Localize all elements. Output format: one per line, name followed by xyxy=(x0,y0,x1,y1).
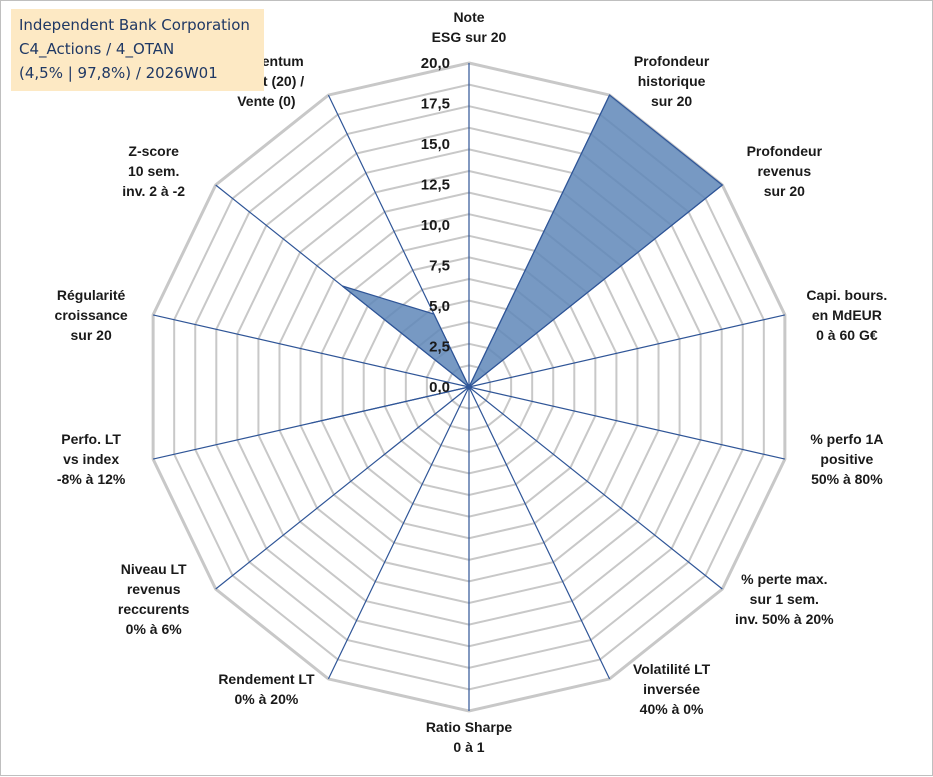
axis-label-line: inv. 2 à -2 xyxy=(122,183,185,199)
axis-label-line: croissance xyxy=(55,307,128,323)
axis-label-line: sur 20 xyxy=(764,183,805,199)
tick-label: 12,5 xyxy=(421,177,450,194)
axis-label: % perte max. sur 1 sem. inv. 50% à 20% xyxy=(735,571,834,627)
axis-label-line: historique xyxy=(638,73,706,89)
axis-label: Capi. bours. en MdEUR 0 à 60 G€ xyxy=(806,287,887,343)
axis-label-line: Note xyxy=(453,9,484,25)
axis-label-line: sur 1 sem. xyxy=(750,591,819,607)
axis-label-line: inversée xyxy=(643,681,700,697)
axis-label-line: Profondeur xyxy=(747,143,823,159)
portfolio-path: C4_Actions / 4_OTAN xyxy=(19,37,256,61)
axis-label-line: en MdEUR xyxy=(812,307,882,323)
axis-label-line: sur 20 xyxy=(70,327,111,343)
axis-label: Profondeur revenus sur 20 xyxy=(747,143,823,199)
tick-label: 7,5 xyxy=(429,258,450,275)
axis-label-line: -8% à 12% xyxy=(57,471,126,487)
axis-label: Rendement LT 0% à 20% xyxy=(218,671,315,707)
axis-label-line: % perfo 1A xyxy=(810,431,883,447)
series-area xyxy=(311,95,722,423)
tick-label: 2,5 xyxy=(429,339,450,356)
tick-label: 0,0 xyxy=(429,379,450,396)
axis-label-line: Niveau LT xyxy=(121,561,187,577)
axis-label-line: positive xyxy=(820,451,873,467)
axis-label-line: revenus xyxy=(127,581,181,597)
axis-label: % perfo 1A positive 50% à 80% xyxy=(810,431,883,487)
axis-label-line: Ratio Sharpe xyxy=(426,719,513,735)
axis-label-line: 10 sem. xyxy=(128,163,179,179)
axis-label-line: Z-score xyxy=(128,143,179,159)
axis-label: Profondeur historique sur 20 xyxy=(634,53,710,109)
axis-label-line: reccurents xyxy=(118,601,190,617)
axis-label-line: vs index xyxy=(63,451,119,467)
score-week: (4,5% | 97,8%) / 2026W01 xyxy=(19,61,256,85)
axis-label-line: Profondeur xyxy=(634,53,710,69)
axis-label-line: Perfo. LT xyxy=(61,431,121,447)
axis-label-line: Vente (0) xyxy=(237,93,295,109)
axis-label: Z-score 10 sem. inv. 2 à -2 xyxy=(122,143,185,199)
tick-label: 17,5 xyxy=(421,96,450,113)
axis-label-line: revenus xyxy=(757,163,811,179)
axis-label-line: Rendement LT xyxy=(218,671,315,687)
axis-label-line: inv. 50% à 20% xyxy=(735,611,834,627)
company-name: Independent Bank Corporation xyxy=(19,13,256,37)
axis-label: Note ESG sur 20 xyxy=(432,9,507,45)
axis-label-line: Capi. bours. xyxy=(806,287,887,303)
axis-label: Régularité croissance sur 20 xyxy=(55,287,128,343)
axis-label-line: sur 20 xyxy=(651,93,692,109)
tick-label: 15,0 xyxy=(421,136,450,153)
axis-label: Ratio Sharpe 0 à 1 xyxy=(426,719,513,755)
axis-label-line: 0% à 20% xyxy=(235,691,299,707)
axis-label-line: 40% à 0% xyxy=(640,701,704,717)
axis-label-line: 50% à 80% xyxy=(811,471,883,487)
tick-label: 10,0 xyxy=(421,217,450,234)
axis-label-line: Régularité xyxy=(57,287,126,303)
axis-label-line: 0 à 60 G€ xyxy=(816,327,878,343)
axis-label: Volatilité LT inversée 40% à 0% xyxy=(633,661,711,717)
radar-series xyxy=(311,95,722,423)
axis-label: Perfo. LT vs index -8% à 12% xyxy=(57,431,126,487)
axis-label-line: Volatilité LT xyxy=(633,661,711,677)
tick-label: 5,0 xyxy=(429,298,450,315)
axis-label-line: 0 à 1 xyxy=(453,739,484,755)
axis-label-line: ESG sur 20 xyxy=(432,29,507,45)
axis-label-line: % perte max. xyxy=(741,571,827,587)
chart-title-box: Independent Bank Corporation C4_Actions … xyxy=(11,9,264,91)
tick-label: 20,0 xyxy=(421,55,450,72)
axis-label: Niveau LT revenus reccurents 0% à 6% xyxy=(118,561,190,637)
axis-label-line: 0% à 6% xyxy=(126,621,183,637)
